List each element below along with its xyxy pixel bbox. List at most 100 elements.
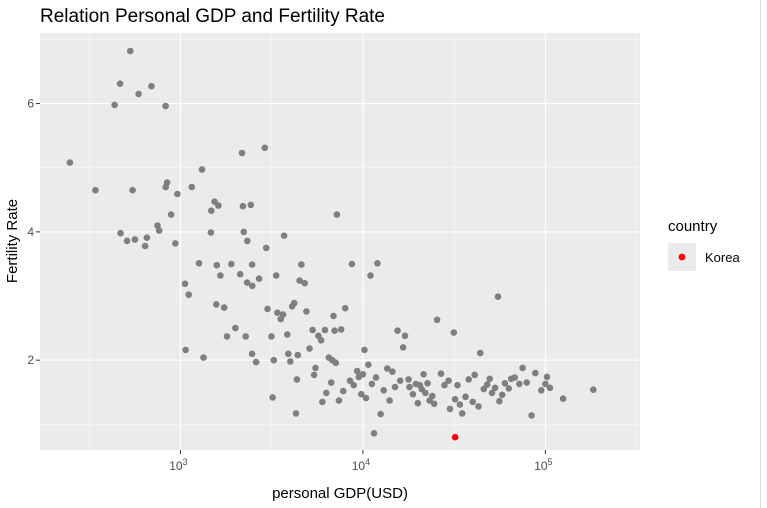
data-point	[511, 374, 519, 381]
data-point	[469, 398, 477, 406]
data-point	[454, 381, 461, 389]
data-point	[332, 359, 340, 367]
data-point	[546, 384, 554, 392]
data-point	[185, 291, 192, 299]
data-point	[543, 373, 551, 381]
data-point	[456, 401, 464, 408]
data-point	[228, 260, 235, 268]
y-tick-label: 2	[27, 353, 34, 367]
data-point	[451, 396, 459, 403]
scatter-points	[66, 47, 597, 441]
data-point	[389, 368, 396, 376]
data-point	[523, 379, 530, 386]
data-point	[162, 102, 169, 110]
data-point	[339, 387, 347, 395]
data-point	[215, 202, 222, 209]
data-point	[129, 186, 136, 194]
data-point	[200, 354, 207, 361]
data-point	[471, 371, 479, 379]
data-point	[498, 391, 506, 399]
data-point	[309, 326, 316, 334]
chart-title: Relation Personal GDP and Fertility Rate	[40, 6, 385, 27]
data-point	[198, 166, 206, 173]
data-point	[590, 386, 597, 394]
data-point	[269, 394, 276, 401]
data-point	[380, 387, 388, 394]
data-point	[292, 410, 300, 417]
data-point	[483, 381, 491, 388]
data-point	[111, 101, 118, 109]
data-point	[331, 327, 338, 335]
data-point	[323, 389, 330, 397]
data-point	[135, 90, 142, 98]
data-point	[488, 389, 496, 397]
data-point	[284, 331, 291, 338]
data-point	[409, 390, 417, 398]
data-point	[154, 222, 161, 229]
data-point	[422, 389, 429, 397]
data-point	[335, 397, 343, 404]
major-grid	[40, 33, 640, 450]
axis-ticks	[36, 103, 546, 454]
data-point	[182, 346, 189, 354]
data-point	[181, 280, 189, 288]
x-axis-title: personal GDP(USD)	[272, 485, 408, 502]
data-point	[317, 337, 325, 344]
data-point	[368, 380, 376, 388]
data-point	[377, 410, 384, 418]
data-point	[294, 351, 302, 359]
data-point	[270, 356, 278, 364]
data-point	[261, 144, 269, 152]
data-point	[450, 329, 458, 336]
data-point	[127, 47, 134, 55]
data-point	[542, 380, 549, 388]
data-point	[353, 367, 361, 375]
data-point	[477, 349, 484, 357]
plot-panel	[40, 33, 640, 450]
data-point	[319, 398, 326, 406]
data-point	[255, 275, 263, 283]
data-point	[445, 377, 452, 385]
data-point	[220, 304, 228, 311]
data-point	[296, 277, 303, 284]
data-point	[195, 260, 203, 267]
x-tick-label: 105	[534, 457, 552, 473]
data-point	[310, 371, 318, 379]
data-point	[272, 272, 280, 279]
data-point	[312, 364, 319, 372]
window-edge	[760, 0, 761, 508]
data-point	[123, 237, 131, 245]
minor-grid	[40, 33, 640, 450]
data-point	[414, 399, 422, 407]
data-point	[155, 227, 163, 234]
data-point	[341, 304, 349, 312]
data-point	[279, 311, 287, 318]
data-point	[174, 190, 181, 198]
data-point	[528, 412, 535, 419]
data-point	[131, 236, 139, 243]
data-point	[148, 82, 155, 90]
data-point	[501, 380, 509, 387]
data-point	[141, 242, 149, 250]
data-point	[405, 376, 412, 383]
data-point	[116, 80, 124, 87]
data-point	[117, 229, 124, 237]
data-point	[66, 159, 74, 166]
data-point	[333, 211, 341, 218]
data-point	[244, 237, 251, 245]
data-point	[290, 299, 298, 307]
data-point	[236, 270, 244, 278]
data-point	[223, 333, 231, 340]
data-point	[374, 260, 381, 267]
y-axis-title: Fertility Rate	[4, 199, 21, 283]
data-point	[475, 403, 482, 410]
data-point	[188, 183, 196, 191]
data-point	[306, 345, 313, 352]
data-point	[370, 430, 378, 437]
data-point	[252, 358, 260, 366]
data-point	[287, 358, 294, 365]
data-point-korea	[451, 433, 459, 441]
data-point	[167, 211, 175, 218]
data-point	[406, 383, 413, 391]
